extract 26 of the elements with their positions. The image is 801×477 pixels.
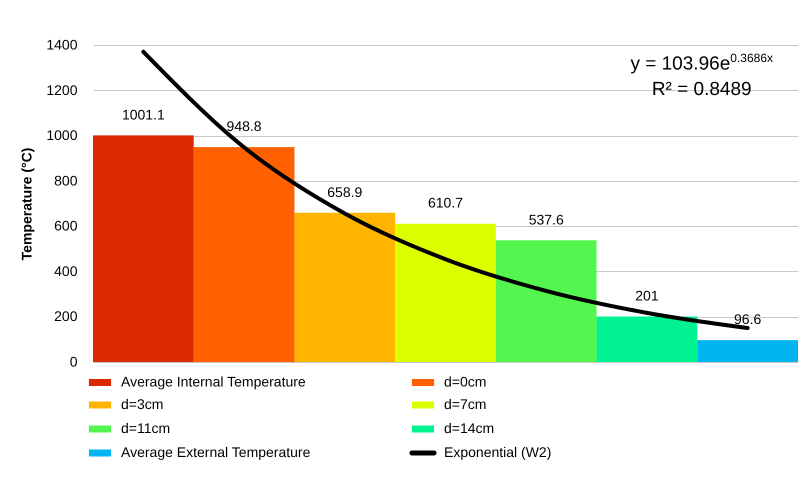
legend-label: d=14cm: [444, 420, 494, 436]
y-tick-label: 800: [54, 172, 78, 188]
data-label: 1001.1: [122, 106, 165, 122]
data-label: 537.6: [528, 211, 564, 228]
annotation: y = 103.96e$^{0.3686x}$: [630, 50, 773, 76]
y-tick-label: 0: [70, 354, 78, 370]
legend-label: d=3cm: [121, 396, 164, 412]
legend-label: Average External Temperature: [121, 444, 311, 460]
data-label: 96.6: [734, 311, 762, 328]
y-tick-label: 400: [54, 262, 78, 279]
y-axis-title: Temperature (°C): [18, 148, 34, 260]
data-label: 948.8: [226, 118, 262, 134]
data-label: 658.9: [327, 184, 363, 200]
y-tick-label: 600: [54, 218, 78, 234]
annotation: R² = 0.8489: [650, 78, 753, 102]
y-tick-label: 1400: [46, 36, 78, 52]
data-label: 201: [635, 287, 659, 304]
data-label: 610.7: [428, 194, 464, 211]
legend-label: d=0cm: [444, 374, 486, 390]
legend-label: d=11cm: [121, 420, 170, 436]
legend-label: Exponential (W2): [444, 444, 552, 460]
y-tick-label: 200: [54, 308, 78, 324]
legend-label: Average Internal Temperature: [121, 374, 306, 390]
y-tick-label: 1000: [46, 127, 78, 144]
legend-label: d=7cm: [444, 396, 486, 412]
y-tick-label: 1200: [46, 82, 78, 98]
